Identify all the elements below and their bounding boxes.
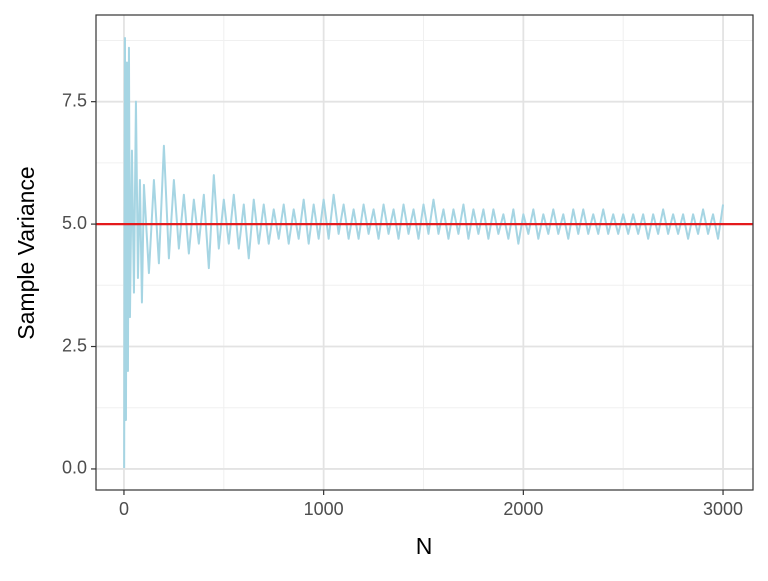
x-tick-label: 1000: [304, 499, 344, 519]
x-axis-title: N: [416, 533, 433, 559]
y-tick-label: 7.5: [62, 90, 87, 110]
x-tick-label: 0: [119, 499, 129, 519]
x-tick-label: 2000: [503, 499, 543, 519]
x-tick-label: 3000: [703, 499, 743, 519]
y-axis-title: Sample Variance: [13, 166, 39, 339]
y-tick-label: 5.0: [62, 213, 87, 233]
y-tick-label: 0.0: [62, 458, 87, 478]
y-tick-label: 2.5: [62, 335, 87, 355]
plot-border: [95, 14, 754, 491]
